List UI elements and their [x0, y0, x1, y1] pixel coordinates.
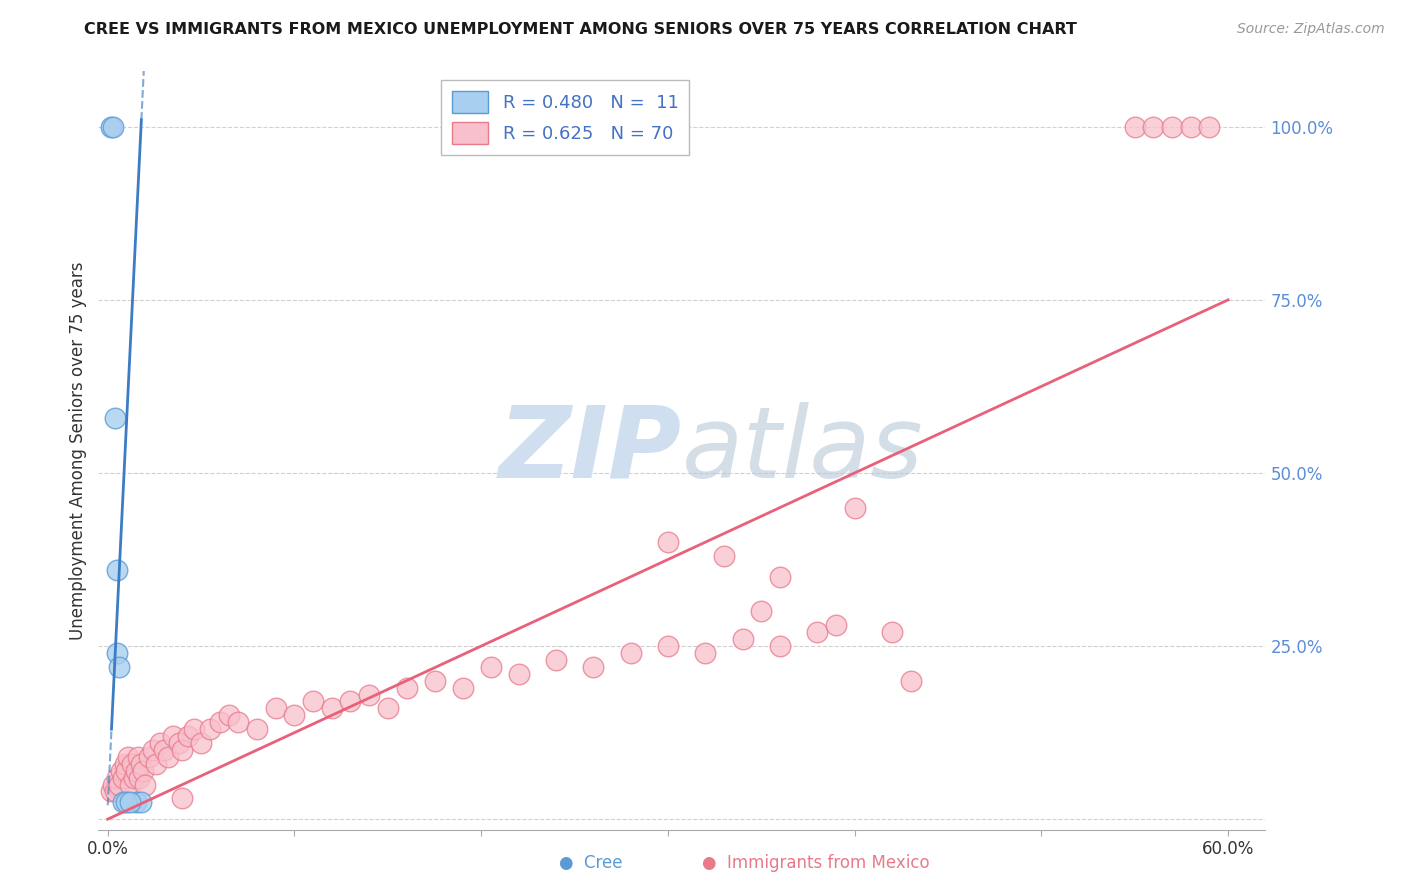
Point — [142, 743, 165, 757]
Point — [111, 771, 134, 785]
Point — [1123, 120, 1146, 134]
Point — [208, 715, 231, 730]
Point — [283, 708, 305, 723]
Point — [713, 549, 735, 563]
Point — [105, 563, 128, 577]
Point — [359, 688, 381, 702]
Text: atlas: atlas — [682, 402, 924, 499]
Text: ●  Cree: ● Cree — [558, 855, 623, 872]
Point — [125, 764, 148, 778]
Point — [115, 795, 138, 809]
Point — [177, 729, 200, 743]
Point — [117, 749, 139, 764]
Point — [183, 722, 205, 736]
Text: ZIP: ZIP — [499, 402, 682, 499]
Point — [806, 625, 828, 640]
Point — [114, 756, 136, 771]
Point — [105, 646, 128, 660]
Point — [104, 784, 127, 798]
Point — [108, 660, 131, 674]
Point — [264, 701, 287, 715]
Point — [825, 618, 848, 632]
Point — [508, 666, 530, 681]
Point — [731, 632, 754, 647]
Point — [108, 778, 131, 792]
Text: CREE VS IMMIGRANTS FROM MEXICO UNEMPLOYMENT AMONG SENIORS OVER 75 YEARS CORRELAT: CREE VS IMMIGRANTS FROM MEXICO UNEMPLOYM… — [84, 22, 1077, 37]
Point — [138, 749, 160, 764]
Point — [128, 771, 150, 785]
Point — [395, 681, 418, 695]
Point — [127, 749, 149, 764]
Point — [110, 764, 132, 778]
Point — [218, 708, 240, 723]
Point — [228, 715, 250, 730]
Point — [844, 500, 866, 515]
Point — [149, 736, 172, 750]
Point — [115, 764, 138, 778]
Point — [246, 722, 269, 736]
Point — [172, 743, 194, 757]
Point — [339, 694, 361, 708]
Point — [152, 743, 174, 757]
Point — [145, 756, 167, 771]
Point — [657, 535, 679, 549]
Point — [121, 756, 143, 771]
Point — [479, 660, 502, 674]
Point — [1198, 120, 1220, 134]
Point — [120, 778, 142, 792]
Point — [162, 729, 184, 743]
Point — [377, 701, 399, 715]
Text: Source: ZipAtlas.com: Source: ZipAtlas.com — [1237, 22, 1385, 37]
Y-axis label: Unemployment Among Seniors over 75 years: Unemployment Among Seniors over 75 years — [69, 261, 87, 640]
Point — [103, 120, 125, 134]
Point — [880, 625, 903, 640]
Point — [423, 673, 446, 688]
Point — [695, 646, 717, 660]
Point — [769, 639, 792, 653]
Point — [131, 756, 153, 771]
Point — [451, 681, 474, 695]
Point — [749, 604, 772, 618]
Point — [900, 673, 922, 688]
Point — [200, 722, 222, 736]
Point — [132, 764, 155, 778]
Point — [103, 778, 125, 792]
Point — [657, 639, 679, 653]
Point — [769, 570, 792, 584]
Point — [156, 749, 179, 764]
Point — [172, 791, 194, 805]
Point — [619, 646, 641, 660]
Point — [104, 410, 127, 425]
Point — [105, 771, 128, 785]
Point — [100, 120, 122, 134]
Point — [125, 795, 148, 809]
Point — [1161, 120, 1184, 134]
Point — [544, 653, 567, 667]
Legend: R = 0.480   N =  11, R = 0.625   N = 70: R = 0.480 N = 11, R = 0.625 N = 70 — [441, 80, 689, 155]
Point — [302, 694, 325, 708]
Text: ●  Immigrants from Mexico: ● Immigrants from Mexico — [702, 855, 929, 872]
Point — [122, 771, 145, 785]
Point — [1180, 120, 1202, 134]
Point — [100, 784, 122, 798]
Point — [120, 795, 142, 809]
Point — [131, 795, 153, 809]
Point — [582, 660, 605, 674]
Point — [1142, 120, 1164, 134]
Point — [190, 736, 212, 750]
Point — [111, 795, 134, 809]
Point — [321, 701, 343, 715]
Point — [167, 736, 190, 750]
Point — [134, 778, 156, 792]
